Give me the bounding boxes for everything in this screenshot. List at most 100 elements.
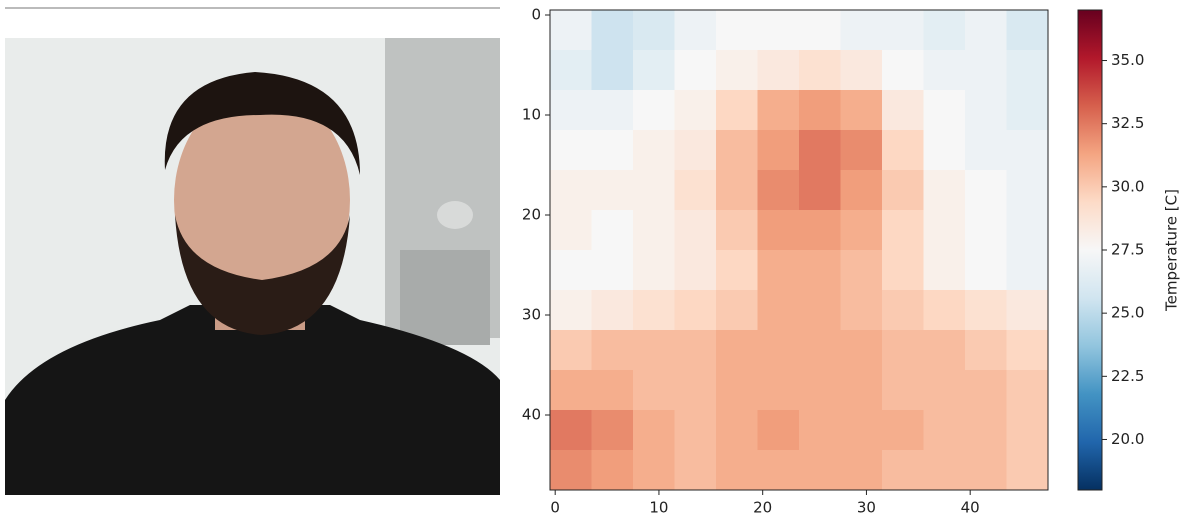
heat-cell: [882, 370, 924, 411]
heat-cell: [675, 330, 717, 371]
heat-cell: [675, 90, 717, 131]
heat-cell: [924, 450, 966, 491]
heat-cell: [592, 210, 634, 251]
heat-cell: [882, 130, 924, 171]
heat-cell: [675, 210, 717, 251]
heat-cell: [550, 370, 592, 411]
heat-cell: [1007, 50, 1049, 91]
heat-cell: [965, 410, 1007, 451]
y-tick-label: 10: [522, 106, 541, 124]
heat-cell: [675, 450, 717, 491]
heat-cell: [799, 90, 841, 131]
heat-cell: [924, 130, 966, 171]
heat-cell: [633, 10, 675, 51]
heat-cell: [882, 50, 924, 91]
heat-cell: [550, 90, 592, 131]
heat-cell: [1007, 330, 1049, 371]
heat-cell: [716, 290, 758, 331]
heat-cell: [841, 50, 883, 91]
heat-cell: [758, 290, 800, 331]
heat-cell: [841, 410, 883, 451]
heat-cell: [799, 450, 841, 491]
heat-cell: [716, 410, 758, 451]
heat-cell: [841, 370, 883, 411]
colorbar-tick-label: 32.5: [1111, 114, 1144, 132]
heat-cell: [841, 330, 883, 371]
heat-cell: [799, 370, 841, 411]
heat-cell: [841, 450, 883, 491]
heat-cell: [633, 370, 675, 411]
heat-cell: [924, 290, 966, 331]
heat-cell: [592, 330, 634, 371]
heat-cell: [758, 170, 800, 211]
colorbar-tick-label: 35.0: [1111, 51, 1144, 69]
webcam-photo: [5, 8, 500, 495]
heat-cell: [633, 130, 675, 171]
heat-cell: [965, 90, 1007, 131]
heat-cell: [965, 170, 1007, 211]
heat-cell: [841, 210, 883, 251]
heat-cell: [716, 450, 758, 491]
heat-cell: [716, 330, 758, 371]
heatmap: [550, 10, 1049, 491]
y-tick-label: 30: [522, 306, 541, 324]
colorbar: [1078, 10, 1102, 490]
heat-cell: [550, 290, 592, 331]
heat-cell: [633, 90, 675, 131]
heat-cell: [675, 130, 717, 171]
heat-cell: [924, 370, 966, 411]
heat-cell: [841, 90, 883, 131]
heat-cell: [841, 290, 883, 331]
heat-cell: [633, 290, 675, 331]
heat-cell: [965, 250, 1007, 291]
y-tick-label: 20: [522, 206, 541, 224]
heat-cell: [924, 410, 966, 451]
heat-cell: [758, 130, 800, 171]
heat-cell: [799, 290, 841, 331]
heat-cell: [758, 450, 800, 491]
heat-cell: [1007, 410, 1049, 451]
heat-cell: [882, 290, 924, 331]
heat-cell: [550, 130, 592, 171]
heat-cell: [550, 50, 592, 91]
heat-cell: [716, 90, 758, 131]
heat-cell: [924, 170, 966, 211]
heat-cell: [675, 10, 717, 51]
heat-cell: [758, 10, 800, 51]
heat-cell: [758, 210, 800, 251]
heat-cell: [592, 290, 634, 331]
heat-cell: [592, 130, 634, 171]
heat-cell: [882, 170, 924, 211]
heat-cell: [592, 50, 634, 91]
heat-cell: [550, 330, 592, 371]
heat-cell: [882, 10, 924, 51]
heat-cell: [1007, 450, 1049, 491]
heat-cell: [758, 250, 800, 291]
y-tick-label: 40: [522, 406, 541, 424]
heat-cell: [799, 50, 841, 91]
heat-cell: [841, 130, 883, 171]
heat-cell: [965, 330, 1007, 371]
heat-cell: [633, 210, 675, 251]
heat-cell: [799, 170, 841, 211]
heat-cell: [716, 210, 758, 251]
heat-cell: [965, 450, 1007, 491]
x-tick-label: 40: [961, 499, 980, 517]
heat-cell: [592, 250, 634, 291]
heat-cell: [716, 130, 758, 171]
heat-cell: [758, 370, 800, 411]
heat-cell: [965, 50, 1007, 91]
heat-cell: [592, 10, 634, 51]
heat-cell: [675, 370, 717, 411]
heat-cell: [924, 10, 966, 51]
heat-cell: [924, 90, 966, 131]
heat-cell: [882, 330, 924, 371]
heat-cell: [882, 450, 924, 491]
x-tick-label: 0: [550, 499, 560, 517]
heat-cell: [758, 50, 800, 91]
heat-cell: [550, 250, 592, 291]
heat-cell: [550, 170, 592, 211]
heat-cell: [882, 210, 924, 251]
colorbar-label: Temperature [C]: [1163, 189, 1181, 312]
heat-cell: [716, 10, 758, 51]
